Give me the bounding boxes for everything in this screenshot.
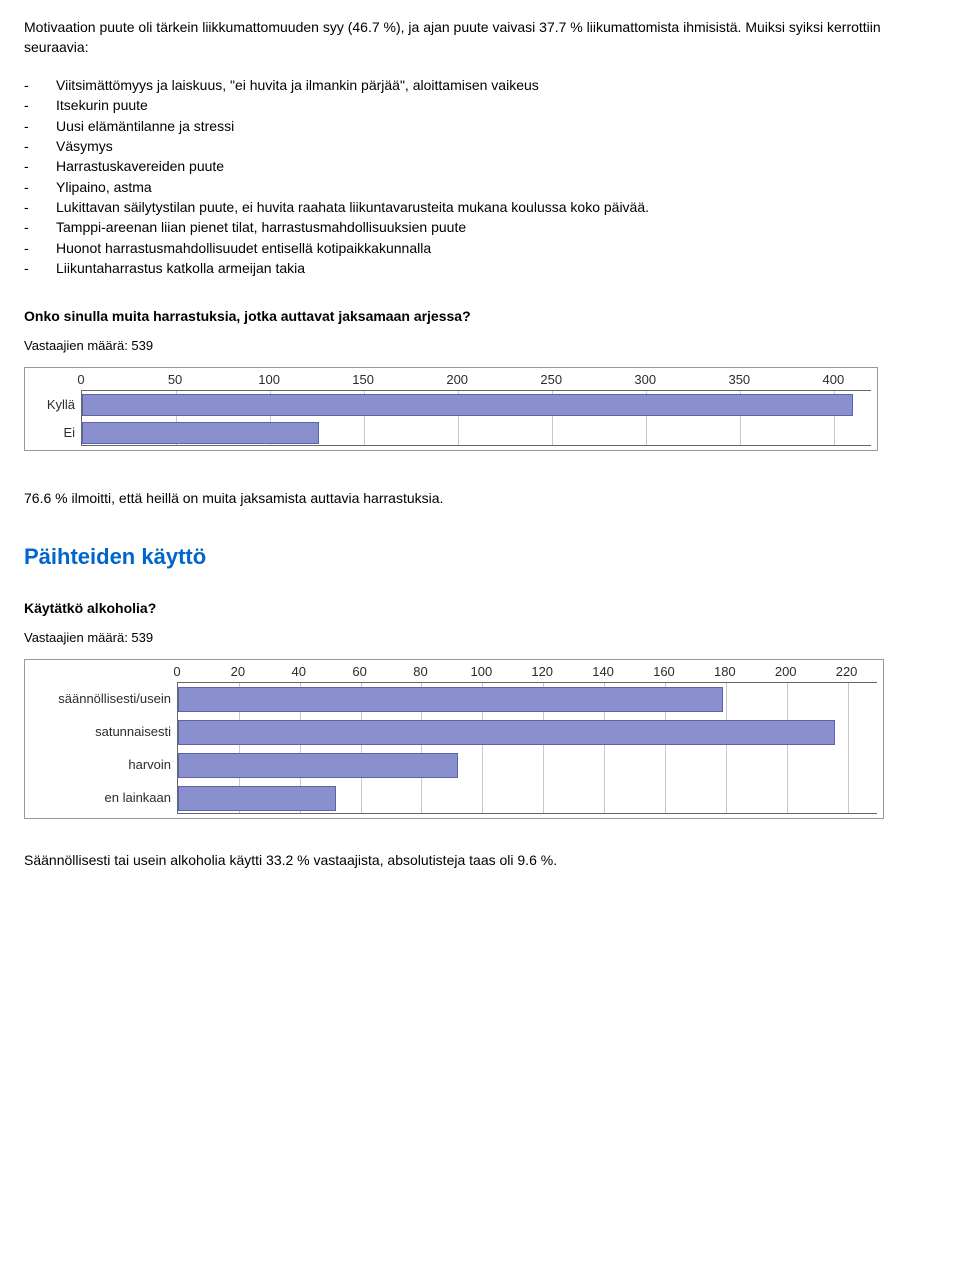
axis-tick: 100	[470, 664, 492, 679]
chart-bar	[82, 394, 853, 416]
chart-category-label: Kyllä	[31, 390, 75, 418]
chart-category-label: satunnaisesti	[31, 715, 171, 748]
axis-tick: 160	[653, 664, 675, 679]
axis-tick: 0	[173, 664, 180, 679]
axis-tick: 140	[592, 664, 614, 679]
axis-tick: 220	[836, 664, 858, 679]
list-item: -Liikuntaharrastus katkolla armeijan tak…	[24, 258, 936, 278]
chart-category-label: Ei	[31, 418, 75, 446]
chart-bar	[178, 687, 723, 712]
chart-bar	[178, 786, 336, 811]
question-2-respondents: Vastaajien määrä: 539	[24, 630, 936, 645]
axis-tick: 60	[352, 664, 366, 679]
chart-bar	[178, 720, 835, 745]
axis-tick: 300	[634, 372, 656, 387]
axis-tick: 250	[540, 372, 562, 387]
section-title-substances: Päihteiden käyttö	[24, 544, 936, 570]
question-1-title: Onko sinulla muita harrastuksia, jotka a…	[24, 308, 936, 324]
axis-tick: 50	[168, 372, 182, 387]
list-item: -Huonot harrastusmahdollisuudet entisell…	[24, 238, 936, 258]
intro-text: Motivaation puute oli tärkein liikkumatt…	[24, 18, 936, 57]
axis-tick: 80	[413, 664, 427, 679]
axis-tick: 0	[77, 372, 84, 387]
axis-tick: 40	[292, 664, 306, 679]
list-item: -Tamppi-areenan liian pienet tilat, harr…	[24, 217, 936, 237]
list-item: -Ylipaino, astma	[24, 177, 936, 197]
question-1-respondents: Vastaajien määrä: 539	[24, 338, 936, 353]
final-analysis: Säännöllisesti tai usein alkoholia käytt…	[24, 851, 936, 871]
axis-tick: 180	[714, 664, 736, 679]
chart-2: säännöllisesti/useinsatunnaisestiharvoin…	[24, 659, 884, 819]
chart-bar	[82, 422, 319, 444]
reasons-list: -Viitsimättömyys ja laiskuus, "ei huvita…	[24, 75, 936, 278]
axis-tick: 100	[258, 372, 280, 387]
axis-tick: 350	[728, 372, 750, 387]
axis-tick: 120	[531, 664, 553, 679]
chart-category-label: säännöllisesti/usein	[31, 682, 171, 715]
axis-tick: 150	[352, 372, 374, 387]
question-1-analysis: 76.6 % ilmoitti, että heillä on muita ja…	[24, 489, 936, 509]
chart-bar	[178, 753, 458, 778]
question-2-title: Käytätkö alkoholia?	[24, 600, 936, 616]
list-item: -Väsymys	[24, 136, 936, 156]
list-item: -Lukittavan säilytystilan puute, ei huvi…	[24, 197, 936, 217]
axis-tick: 400	[823, 372, 845, 387]
list-item: -Uusi elämäntilanne ja stressi	[24, 116, 936, 136]
axis-tick: 20	[231, 664, 245, 679]
list-item: -Harrastuskavereiden puute	[24, 156, 936, 176]
chart-1: KylläEi 0 50 100 150 200 250 300 350 400	[24, 367, 878, 451]
axis-tick: 200	[446, 372, 468, 387]
axis-tick: 200	[775, 664, 797, 679]
chart-category-label: harvoin	[31, 748, 171, 781]
list-item: -Itsekurin puute	[24, 95, 936, 115]
list-item: -Viitsimättömyys ja laiskuus, "ei huvita…	[24, 75, 936, 95]
chart-category-label: en lainkaan	[31, 781, 171, 814]
